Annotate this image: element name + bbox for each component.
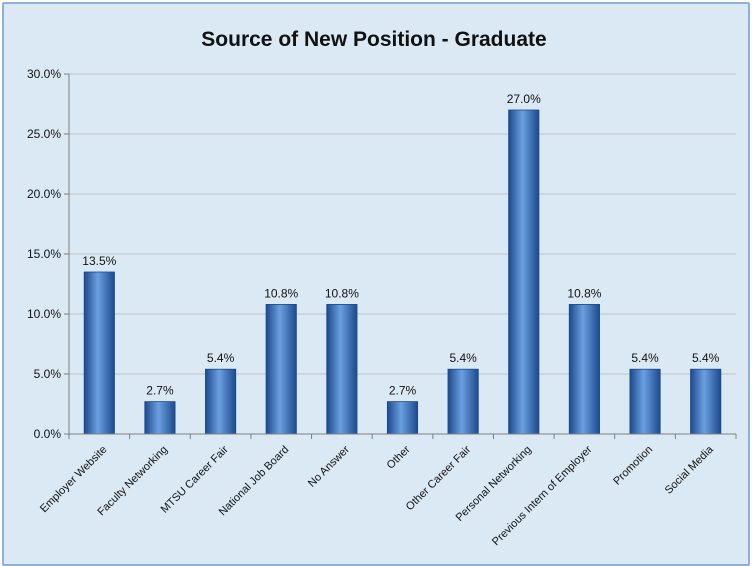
- x-tick-label: Previous Intern of Employer: [490, 443, 595, 548]
- bar: [508, 109, 540, 435]
- y-tick-label: 15.0%: [27, 247, 61, 261]
- y-tick-label: 10.0%: [27, 307, 61, 321]
- bar: [144, 401, 176, 435]
- bar: [265, 303, 297, 435]
- data-label: 5.4%: [692, 351, 720, 365]
- bar: [386, 401, 419, 435]
- y-tick-label: 20.0%: [27, 187, 61, 201]
- bar: [205, 368, 237, 435]
- data-label: 10.8%: [325, 286, 359, 300]
- bars: 13.5% 2.7% 5.4% 10.8% 10.8% 2.7% 5.4% 27.0% 10.8…: [82, 92, 722, 435]
- data-label: 2.7%: [389, 384, 417, 398]
- y-tick-label: 25.0%: [27, 127, 61, 141]
- y-tick-label: 5.0%: [34, 367, 62, 381]
- x-tick-label: No Answer: [306, 443, 352, 489]
- bar: [83, 271, 115, 435]
- data-label: 10.8%: [567, 286, 601, 300]
- x-tick-label: MTSU Career Fair: [159, 443, 231, 515]
- data-label: 5.4%: [207, 351, 235, 365]
- bar: [326, 303, 358, 435]
- grid-lines: [69, 73, 736, 375]
- x-tick-label: Other: [385, 443, 413, 471]
- y-tick-label: 30.0%: [27, 67, 61, 81]
- y-tick-label: 0.0%: [34, 427, 62, 441]
- x-tick-label: Employer Website: [38, 444, 109, 515]
- data-label: 13.5%: [82, 254, 116, 268]
- data-label: 5.4%: [631, 351, 659, 365]
- y-axis: 0.0% 5.0% 10.0% 15.0% 20.0% 25.0% 30.0%: [27, 67, 70, 441]
- data-label: 10.8%: [264, 286, 298, 300]
- data-label: 5.4%: [449, 351, 477, 365]
- bar: [568, 303, 600, 435]
- bar-chart: Source of New Position - Graduate 0.0% 5.…: [27, 28, 737, 548]
- bar: [447, 368, 479, 435]
- x-tick-label: Promotion: [611, 444, 655, 488]
- bar: [690, 368, 722, 435]
- bar: [629, 368, 661, 435]
- chart-title: Source of New Position - Graduate: [201, 28, 546, 51]
- data-label: 2.7%: [146, 384, 174, 398]
- data-label: 27.0%: [507, 92, 541, 106]
- x-tick-label: Other Career Fair: [404, 443, 474, 513]
- x-tick-label: Social Media: [663, 443, 717, 497]
